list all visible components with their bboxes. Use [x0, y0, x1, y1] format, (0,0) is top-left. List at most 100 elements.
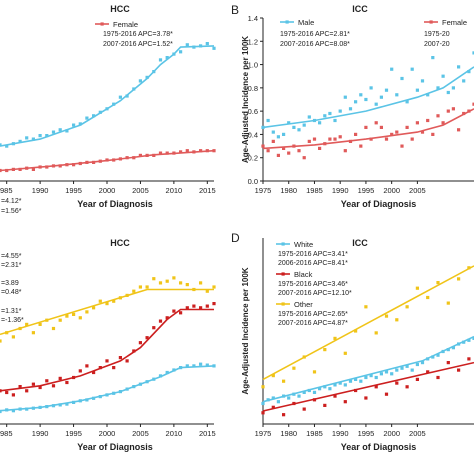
data-point: [343, 149, 347, 153]
data-point: [261, 125, 265, 129]
data-point: [472, 336, 474, 340]
legend-apc-text: 2007-2016 APC=12.10*: [278, 290, 352, 297]
data-point: [323, 114, 327, 118]
data-point: [420, 130, 425, 134]
apc-annotation: 1975-2016 APC=2.81*: [280, 31, 350, 38]
data-point: [25, 136, 29, 140]
apc-annotation: 1975-20: [424, 31, 450, 38]
data-point: [436, 353, 440, 357]
x-tick-label: 2015: [199, 429, 216, 438]
data-point: [369, 374, 373, 378]
data-point: [343, 95, 347, 99]
data-point: [85, 398, 89, 402]
data-point: [58, 376, 62, 380]
data-point: [158, 58, 163, 62]
data-point: [185, 306, 189, 310]
data-point: [118, 95, 122, 99]
data-point: [85, 310, 89, 314]
data-point: [302, 123, 306, 127]
data-point: [112, 102, 116, 106]
x-tick-label: 2000: [99, 429, 116, 438]
data-point: [172, 151, 176, 155]
data-point: [158, 319, 163, 323]
data-point: [11, 335, 15, 339]
data-point: [165, 56, 169, 60]
apc-annotation: 2007-20: [424, 41, 450, 48]
data-point: [379, 125, 383, 129]
data-point: [292, 392, 296, 396]
data-point: [118, 157, 122, 161]
legend-apc-text: 1975-2016 APC=2.65*: [278, 311, 348, 318]
data-point: [18, 139, 22, 143]
data-point: [179, 366, 183, 370]
data-point: [302, 390, 306, 394]
data-point: [410, 67, 414, 71]
legend-marker: [429, 20, 433, 24]
data-point: [405, 100, 409, 104]
data-point: [98, 110, 102, 114]
data-point: [359, 379, 363, 383]
data-point: [51, 130, 56, 134]
data-point: [92, 370, 96, 375]
data-point: [348, 139, 353, 143]
data-point: [266, 118, 270, 123]
data-point: [338, 135, 342, 139]
data-point: [343, 400, 347, 404]
data-point: [307, 139, 311, 143]
apc-annotation: 1975-2016 APC=3.78*: [103, 31, 173, 38]
data-point: [446, 348, 450, 352]
data-point: [78, 316, 82, 320]
data-point: [426, 370, 430, 374]
data-point: [426, 118, 430, 123]
apc-annotation: =4.12*: [1, 198, 22, 205]
x-tick-label: 1985: [306, 186, 323, 195]
legend-label: Female: [113, 20, 138, 29]
data-point: [261, 385, 265, 389]
data-point: [395, 381, 399, 385]
data-point: [312, 137, 317, 141]
data-point: [98, 366, 102, 370]
data-point: [179, 311, 183, 315]
data-point: [25, 166, 29, 170]
data-point: [446, 109, 450, 113]
data-point: [292, 366, 296, 370]
data-point: [25, 389, 29, 393]
data-point: [152, 153, 156, 157]
data-point: [405, 125, 409, 129]
data-point: [436, 114, 440, 118]
data-point: [415, 88, 419, 92]
data-point: [436, 86, 440, 90]
x-tick-label: 1995: [358, 429, 375, 438]
data-point: [415, 377, 419, 381]
data-point: [271, 374, 275, 378]
data-point: [410, 368, 414, 372]
x-tick-label: 985: [0, 429, 13, 438]
data-point: [374, 385, 378, 389]
data-point: [85, 364, 89, 368]
data-point: [5, 390, 9, 395]
data-point: [65, 163, 69, 167]
data-point: [354, 329, 358, 333]
data-point: [92, 306, 96, 310]
data-point: [105, 359, 109, 363]
data-point: [431, 355, 435, 359]
data-point: [138, 153, 142, 157]
chart-title: HCC: [110, 4, 130, 14]
data-point: [276, 400, 280, 404]
legend-marker: [281, 242, 285, 246]
data-point: [333, 137, 337, 141]
data-point: [384, 88, 389, 92]
data-point: [282, 132, 286, 136]
data-point: [31, 137, 35, 141]
x-tick-label: 1995: [65, 186, 82, 195]
data-point: [462, 340, 466, 344]
data-point: [192, 45, 196, 49]
x-tick-label: 2000: [383, 186, 400, 195]
data-point: [179, 281, 183, 285]
x-tick-label: 1990: [332, 186, 349, 195]
data-point: [132, 289, 136, 293]
data-point: [462, 79, 466, 83]
legend-marker: [285, 20, 289, 24]
x-tick-label: 2005: [409, 186, 426, 195]
data-point: [45, 405, 49, 409]
